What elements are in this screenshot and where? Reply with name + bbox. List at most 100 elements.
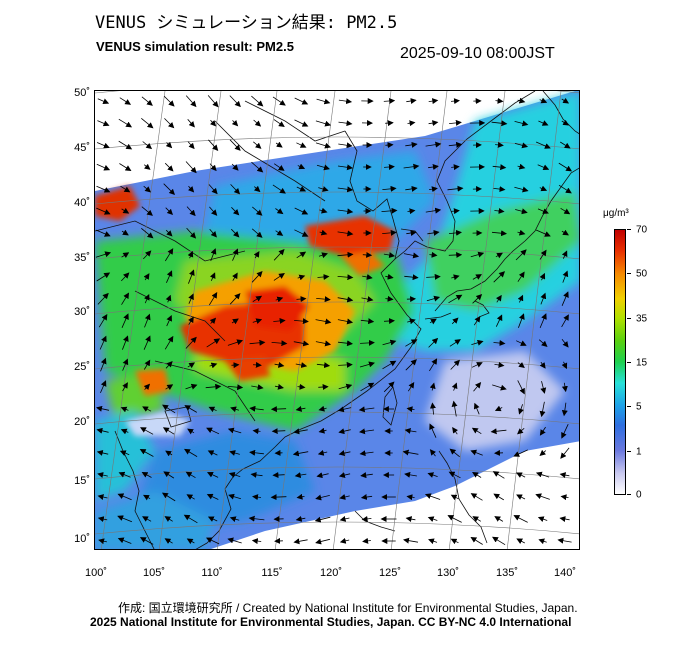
wind-arrow [139,537,154,545]
wind-arrow [249,339,266,346]
wind-arrow [232,248,239,261]
wind-arrow [318,427,327,434]
wind-arrow [230,184,241,195]
wind-arrow [292,450,309,457]
wind-arrow [451,208,460,215]
colorbar-unit: μg/m³ [603,208,629,219]
wind-arrow [274,361,285,368]
colorbar-label-0: 0 [636,489,642,501]
wind-arrow [188,316,194,325]
wind-arrow [210,248,217,262]
wind-arrow [165,450,173,457]
wind-arrow [100,357,107,372]
wind-arrow [293,428,308,435]
lon-label-130: 130˚ [436,567,460,579]
wind-arrow [231,318,239,325]
wind-arrow [249,449,264,456]
wind-arrow [493,186,506,193]
wind-arrow [517,229,526,236]
wind-arrow [407,208,416,215]
wind-arrow [381,207,398,214]
wind-arrow [183,514,198,524]
wind-arrow [337,164,353,171]
wind-arrow [425,207,442,214]
wind-arrow [209,228,217,238]
wind-arrow [208,292,218,306]
wind-arrow [429,449,436,457]
wind-arrow [314,516,331,523]
wind-arrow [518,313,525,328]
wind-arrow [405,339,418,347]
wind-arrow [427,229,440,236]
wind-arrow [337,230,354,237]
wind-arrow [187,428,195,435]
wind-arrow [316,362,331,369]
colorbar-label-35: 35 [636,313,648,325]
wind-arrow [209,206,218,216]
wind-arrow [319,229,328,236]
wind-arrow [513,515,528,523]
wind-arrow [405,359,417,371]
wind-arrow [495,97,504,104]
wind-arrow [120,428,129,435]
wind-arrow [561,402,568,417]
wind-arrow [294,207,309,215]
wind-arrow [163,95,175,107]
wind-arrow [166,314,172,327]
wind-arrow [96,450,109,456]
wind-arrow [232,272,238,281]
lat-label-30: 30˚ [74,306,90,318]
wind-arrow [206,338,221,348]
wind-arrow [185,336,197,349]
wind-arrow [473,315,481,326]
wind-arrow [447,185,464,192]
wind-arrow [540,381,547,394]
wind-arrow [294,119,309,127]
wind-arrow [471,427,482,435]
wind-arrow [406,494,415,501]
lon-label-140: 140˚ [553,567,577,579]
wind-arrow [270,494,287,501]
wind-arrow [452,426,459,435]
wind-arrow [117,515,133,523]
wind-arrow [209,119,217,127]
wind-arrow [97,472,108,478]
wind-arrow [119,97,132,105]
wind-arrow [143,383,151,391]
wind-arrow [142,516,152,522]
wind-arrow [185,383,198,390]
lon-label-120: 120˚ [319,567,343,579]
wind-arrow [383,252,396,258]
wind-arrow [122,335,129,350]
wind-arrow [121,207,130,214]
wind-arrow [165,207,174,216]
wind-arrow [427,472,438,478]
wind-arrow [428,120,439,127]
wind-arrow [315,120,332,127]
wind-arrow [121,292,130,305]
wind-arrow [383,318,395,324]
wind-arrow [539,426,546,436]
wind-arrow [517,97,526,104]
wind-arrow [250,471,263,478]
wind-arrow [539,361,546,369]
wind-arrow [296,142,307,148]
wind-arrow [209,272,216,281]
wind-arrow [231,163,239,171]
wind-arrow [249,405,264,412]
wind-arrow [121,313,129,328]
wind-arrow [451,382,458,391]
wind-arrow [253,251,260,259]
wind-arrow [448,251,463,258]
wind-arrow [514,120,529,127]
wind-arrow [141,206,153,216]
wind-arrow [538,538,547,545]
wind-arrow [385,295,394,302]
wind-arrow [273,317,286,324]
wind-arrow [472,274,482,280]
wind-arrow [339,537,350,544]
wind-arrow [337,186,354,193]
wind-arrow [361,515,372,522]
wind-arrow [186,494,195,500]
wind-arrow [471,339,484,346]
